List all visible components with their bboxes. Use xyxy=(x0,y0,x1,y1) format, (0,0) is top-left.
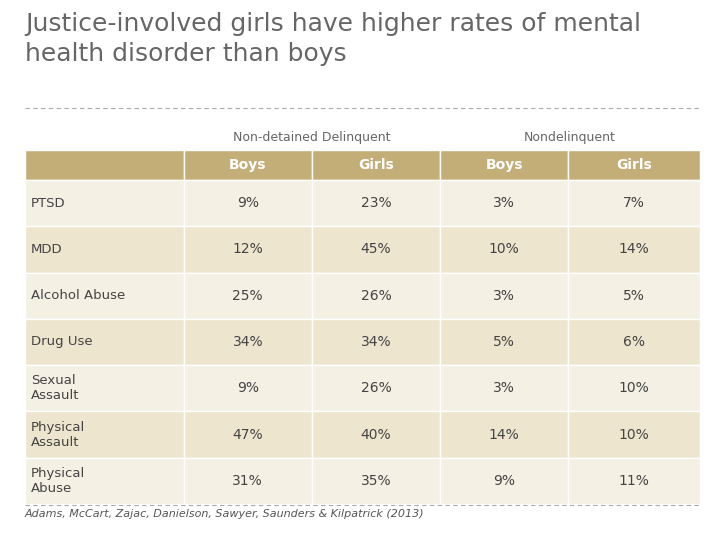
Bar xyxy=(312,180,440,226)
Bar xyxy=(440,365,568,411)
Text: Non-detained Delinquent: Non-detained Delinquent xyxy=(233,131,391,144)
Text: Adams, McCart, Zajac, Danielson, Sawyer, Saunders & Kilpatrick (2013): Adams, McCart, Zajac, Danielson, Sawyer,… xyxy=(25,509,425,519)
Text: 14%: 14% xyxy=(618,242,649,256)
Text: 5%: 5% xyxy=(624,289,645,303)
Text: MDD: MDD xyxy=(31,243,63,256)
Text: 25%: 25% xyxy=(233,289,263,303)
Bar xyxy=(184,150,312,180)
Text: PTSD: PTSD xyxy=(31,197,66,210)
Bar xyxy=(440,273,568,319)
Bar xyxy=(312,150,440,180)
Text: Sexual
Assault: Sexual Assault xyxy=(31,374,79,402)
Bar xyxy=(568,273,700,319)
Text: Girls: Girls xyxy=(616,158,652,172)
Bar xyxy=(568,411,700,458)
Text: Justice-involved girls have higher rates of mental
health disorder than boys: Justice-involved girls have higher rates… xyxy=(25,12,641,66)
Text: Drug Use: Drug Use xyxy=(31,335,93,348)
Bar xyxy=(25,273,184,319)
Bar xyxy=(25,180,184,226)
Bar xyxy=(568,458,700,504)
Text: 34%: 34% xyxy=(361,335,391,349)
Bar xyxy=(312,365,440,411)
Text: 26%: 26% xyxy=(361,289,392,303)
Bar xyxy=(25,365,184,411)
Bar xyxy=(440,411,568,458)
Bar xyxy=(25,411,184,458)
Bar xyxy=(312,273,440,319)
Bar xyxy=(184,411,312,458)
Text: 10%: 10% xyxy=(618,428,649,442)
Bar xyxy=(184,365,312,411)
Text: 9%: 9% xyxy=(237,196,258,210)
Bar xyxy=(568,319,700,365)
Text: 45%: 45% xyxy=(361,242,391,256)
Text: 14%: 14% xyxy=(489,428,520,442)
Bar xyxy=(25,150,184,180)
Bar xyxy=(568,180,700,226)
Text: Nondelinquent: Nondelinquent xyxy=(524,131,616,144)
Bar xyxy=(568,150,700,180)
Bar xyxy=(440,180,568,226)
Bar xyxy=(312,458,440,504)
Text: 3%: 3% xyxy=(493,381,516,395)
Bar xyxy=(184,319,312,365)
Text: Physical
Abuse: Physical Abuse xyxy=(31,467,85,495)
Bar xyxy=(440,150,568,180)
Text: 5%: 5% xyxy=(493,335,516,349)
Text: 47%: 47% xyxy=(233,428,263,442)
Bar xyxy=(312,319,440,365)
Bar xyxy=(184,458,312,504)
Text: 9%: 9% xyxy=(493,474,516,488)
Text: 10%: 10% xyxy=(618,381,649,395)
Bar xyxy=(312,411,440,458)
Bar xyxy=(25,319,184,365)
Text: Physical
Assault: Physical Assault xyxy=(31,421,85,449)
Text: 3%: 3% xyxy=(493,196,516,210)
Bar xyxy=(25,458,184,504)
Text: 12%: 12% xyxy=(233,242,263,256)
Bar xyxy=(25,226,184,273)
Text: 26%: 26% xyxy=(361,381,392,395)
Bar xyxy=(312,226,440,273)
Bar xyxy=(440,226,568,273)
Text: 34%: 34% xyxy=(233,335,263,349)
Text: Boys: Boys xyxy=(229,158,266,172)
Text: 7%: 7% xyxy=(624,196,645,210)
Bar xyxy=(440,458,568,504)
Text: 31%: 31% xyxy=(233,474,263,488)
Text: Girls: Girls xyxy=(358,158,394,172)
Bar xyxy=(184,180,312,226)
Text: 3%: 3% xyxy=(493,289,516,303)
Text: Boys: Boys xyxy=(485,158,523,172)
Bar xyxy=(440,319,568,365)
Text: 9%: 9% xyxy=(237,381,258,395)
Text: 35%: 35% xyxy=(361,474,391,488)
Text: 10%: 10% xyxy=(489,242,520,256)
Bar xyxy=(184,226,312,273)
Text: 11%: 11% xyxy=(618,474,649,488)
Bar xyxy=(568,226,700,273)
Text: 23%: 23% xyxy=(361,196,391,210)
Text: 6%: 6% xyxy=(624,335,645,349)
Bar xyxy=(568,365,700,411)
Bar xyxy=(184,273,312,319)
Text: 40%: 40% xyxy=(361,428,391,442)
Text: Alcohol Abuse: Alcohol Abuse xyxy=(31,289,125,302)
